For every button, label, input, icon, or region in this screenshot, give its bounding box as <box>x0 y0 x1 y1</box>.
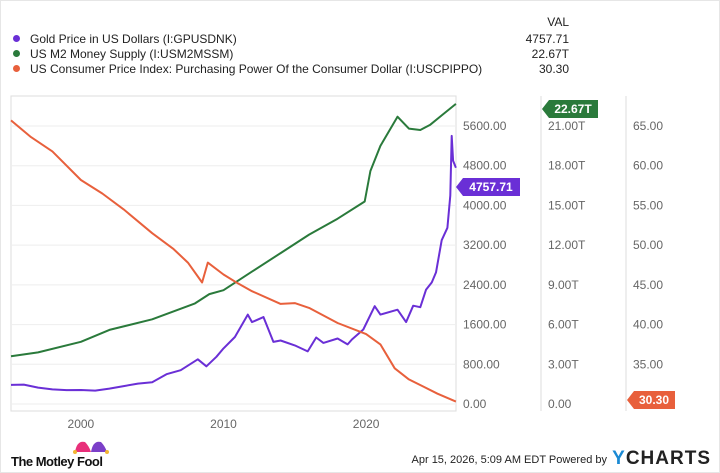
series-line <box>10 134 457 392</box>
ycharts-rest: CHARTS <box>625 448 711 469</box>
gold-value-tag: 4757.71 <box>469 180 513 194</box>
y-tick-label: 800.00 <box>463 357 500 371</box>
timestamp: Apr 15, 2026, 5:09 AM EDT <box>411 454 546 466</box>
gold-dot-icon <box>13 35 20 42</box>
y-tick-label: 0.00 <box>548 397 572 411</box>
y-tick-label: 4000.00 <box>463 198 507 212</box>
legend: VAL Gold Price in US Dollars (I:GPUSDNK)… <box>9 15 569 76</box>
legend-header: VAL <box>547 15 569 29</box>
m2-value-tag: 22.67T <box>554 102 592 116</box>
cpi-value-tag: 30.30 <box>639 393 669 407</box>
y-tick-label: 60.00 <box>633 159 663 173</box>
y-tick-label: 1600.00 <box>463 318 507 332</box>
powered-by: Powered by <box>548 454 607 466</box>
legend-item-cpi: US Consumer Price Index: Purchasing Powe… <box>9 61 569 76</box>
legend-item-m2: US M2 Money Supply (I:USM2MSSM) 22.67T <box>9 46 569 61</box>
y-tick-label: 45.00 <box>633 278 663 292</box>
motley-fool-logo: The Motley Fool <box>11 441 109 469</box>
jester-hat-icon <box>73 441 109 454</box>
y-tick-label: 35.00 <box>633 357 663 371</box>
ycharts-logo[interactable]: YCHARTS <box>612 448 711 470</box>
y-tick-label: 9.00T <box>548 278 579 292</box>
y-tick-label: 65.00 <box>633 119 663 133</box>
cpi-dot-icon <box>13 65 20 72</box>
m2-value-tag-bg <box>542 100 598 118</box>
y-tick-label: 6.00T <box>548 318 579 332</box>
series-line <box>10 119 457 403</box>
legend-item-gold: Gold Price in US Dollars (I:GPUSDNK) 475… <box>9 31 569 46</box>
y-tick-label: 55.00 <box>633 198 663 212</box>
y-tick-label: 5600.00 <box>463 119 507 133</box>
y-tick-label: 18.00T <box>548 159 586 173</box>
x-tick-label: 2010 <box>210 417 237 431</box>
legend-value: 30.30 <box>538 61 569 76</box>
series-line <box>10 103 457 358</box>
y-tick-label: 21.00T <box>548 119 586 133</box>
x-tick-label: 2020 <box>353 417 380 431</box>
footer-timestamp: Apr 15, 2026, 5:09 AM EDT Powered by <box>412 454 607 466</box>
y-tick-label: 3200.00 <box>463 238 507 252</box>
legend-name: Gold Price in US Dollars (I:GPUSDNK) <box>30 31 237 46</box>
cpi-value-tag-bg <box>627 391 675 409</box>
y-tick-label: 2400.00 <box>463 278 507 292</box>
y-tick-label: 50.00 <box>633 238 663 252</box>
y-tick-label: 15.00T <box>548 198 586 212</box>
y-tick-label: 12.00T <box>548 238 586 252</box>
legend-name: US M2 Money Supply (I:USM2MSSM) <box>30 46 234 61</box>
y-tick-label: 40.00 <box>633 318 663 332</box>
y-tick-label: 3.00T <box>548 357 579 371</box>
y-tick-label: 4800.00 <box>463 159 507 173</box>
m2-dot-icon <box>13 50 20 57</box>
legend-name: US Consumer Price Index: Purchasing Powe… <box>30 61 483 76</box>
gold-value-tag-bg <box>456 178 520 196</box>
legend-value: 4757.71 <box>525 31 569 46</box>
x-tick-label: 2000 <box>68 417 95 431</box>
y-tick-label: 0.00 <box>463 397 487 411</box>
legend-value: 22.67T <box>531 46 569 61</box>
plot-area <box>10 95 457 412</box>
logo-text: The Motley Fool <box>11 454 103 469</box>
ycharts-y: Y <box>612 448 626 469</box>
